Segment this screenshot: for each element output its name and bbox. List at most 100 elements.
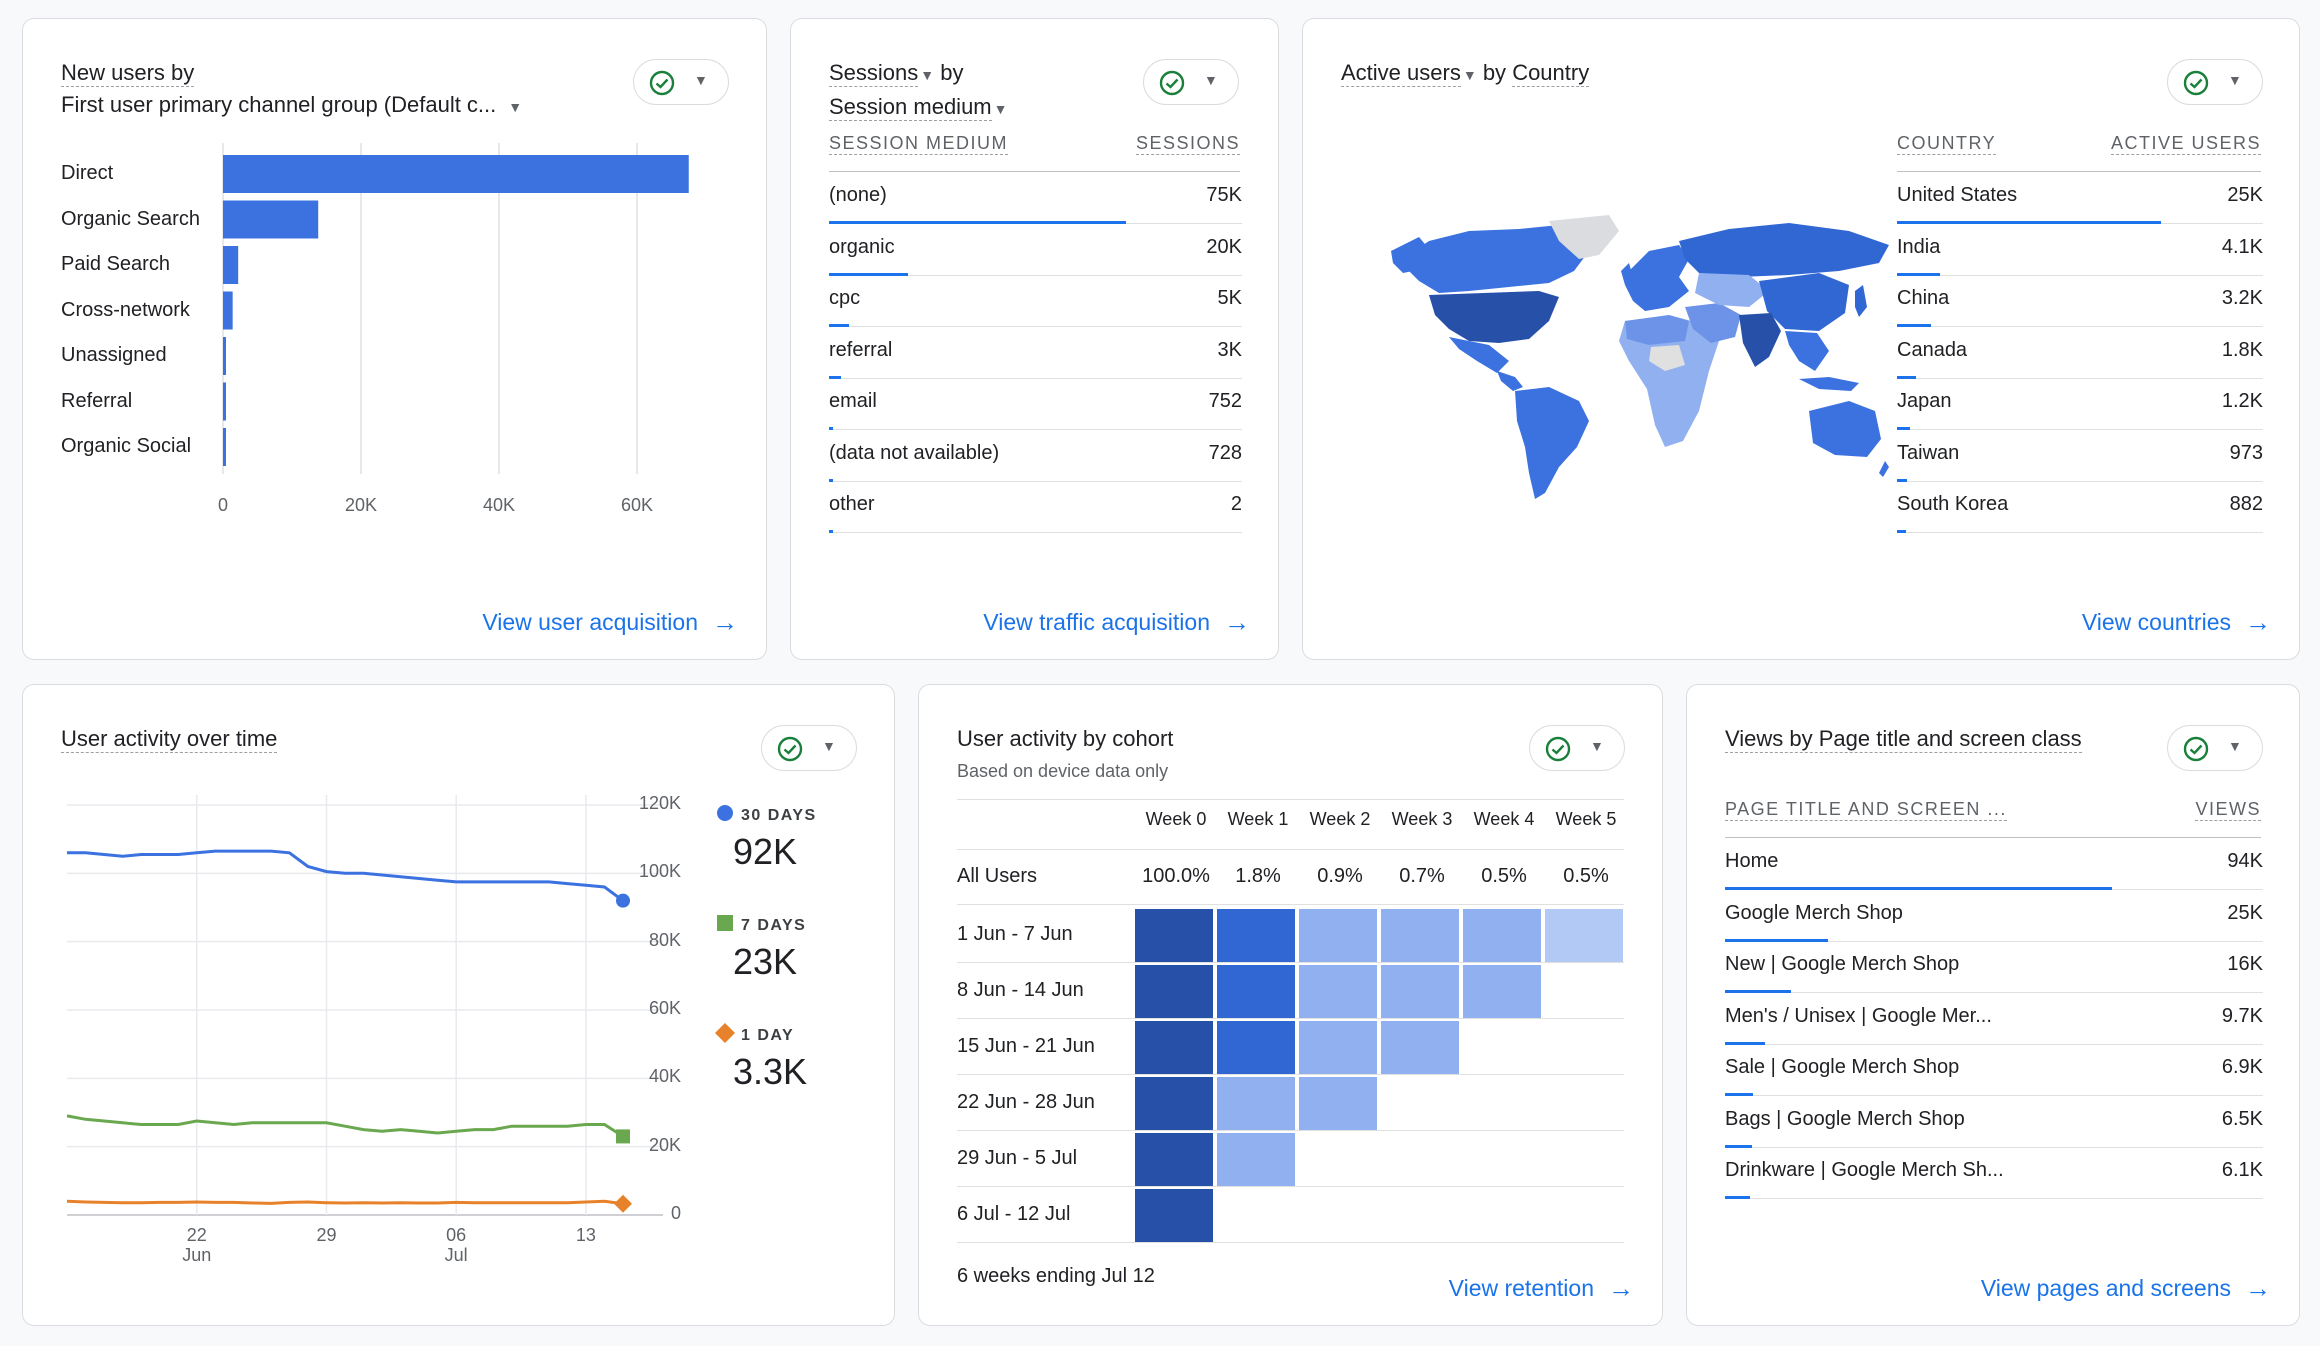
dropdown-caret-icon[interactable]: ▼ — [508, 99, 523, 115]
cohort-cell[interactable] — [1135, 1133, 1213, 1187]
view-traffic-acquisition-link[interactable]: View traffic acquisition → — [983, 607, 1250, 637]
cohort-cell[interactable] — [1135, 965, 1213, 1019]
table-row[interactable]: South Korea 882 — [1897, 482, 2263, 533]
map-south-america[interactable] — [1515, 387, 1589, 499]
map-central-america[interactable] — [1497, 371, 1523, 391]
table-row[interactable]: email 752 — [829, 379, 1242, 430]
table-row[interactable]: referral 3K — [829, 328, 1242, 379]
table-row[interactable]: Taiwan 973 — [1897, 431, 2263, 482]
insight-dropdown[interactable]: ▼ — [1143, 59, 1239, 105]
map-europe[interactable] — [1625, 245, 1689, 311]
bar[interactable] — [223, 291, 233, 330]
table-row[interactable]: Google Merch Shop 25K — [1725, 891, 2263, 942]
map-uk[interactable] — [1621, 263, 1633, 285]
map-russia[interactable] — [1679, 223, 1889, 277]
column-header[interactable]: VIEWS — [2195, 799, 2261, 821]
cohort-cell[interactable] — [1217, 909, 1295, 963]
cohort-cell[interactable] — [1299, 1077, 1377, 1131]
series-line[interactable] — [67, 849, 624, 902]
bar[interactable] — [223, 200, 319, 239]
column-header[interactable]: ACTIVE USERS — [2110, 133, 2261, 155]
cohort-cell[interactable] — [1463, 965, 1541, 1019]
bar[interactable] — [223, 428, 226, 466]
dropdown-caret-icon[interactable]: ▼ — [1462, 67, 1477, 83]
cohort-cell[interactable] — [1135, 1021, 1213, 1075]
cohort-cell[interactable] — [1545, 909, 1623, 963]
world-map[interactable] — [1389, 211, 1889, 501]
map-alaska[interactable] — [1391, 237, 1429, 273]
cohort-cell[interactable] — [1381, 1021, 1459, 1075]
table-row[interactable]: Men's / Unisex | Google Mer... 9.7K — [1725, 994, 2263, 1045]
bar[interactable] — [223, 155, 689, 193]
table-row[interactable]: other 2 — [829, 482, 1242, 533]
cohort-cell[interactable] — [1463, 909, 1541, 963]
cohort-cell[interactable] — [1135, 909, 1213, 963]
dropdown-caret-icon[interactable]: ▼ — [920, 67, 935, 83]
cohort-cell[interactable] — [1217, 1021, 1295, 1075]
map-canada[interactable] — [1399, 225, 1589, 293]
cohort-cell[interactable] — [1381, 965, 1459, 1019]
table-row[interactable]: Japan 1.2K — [1897, 379, 2263, 430]
table-row[interactable]: Drinkware | Google Merch Sh... 6.1K — [1725, 1148, 2263, 1199]
column-header[interactable]: COUNTRY — [1897, 133, 1997, 155]
series-end-point[interactable] — [614, 1194, 632, 1213]
card-title[interactable]: User activity over time — [61, 726, 278, 753]
map-africa[interactable] — [1619, 315, 1719, 447]
table-row[interactable]: Home 94K — [1725, 839, 2263, 890]
cohort-cell[interactable] — [1217, 1077, 1295, 1131]
map-mexico[interactable] — [1449, 337, 1509, 373]
map-southeast-asia[interactable] — [1785, 331, 1829, 371]
table-row[interactable]: Sale | Google Merch Shop 6.9K — [1725, 1045, 2263, 1096]
insight-dropdown[interactable]: ▼ — [2167, 725, 2263, 771]
map-africa-grey[interactable] — [1649, 345, 1685, 371]
table-row[interactable]: Bags | Google Merch Shop 6.5K — [1725, 1097, 2263, 1148]
bar[interactable] — [223, 382, 226, 421]
map-australia[interactable] — [1809, 401, 1881, 457]
table-row[interactable]: India 4.1K — [1897, 225, 2263, 276]
column-header[interactable]: SESSIONS — [1135, 133, 1240, 155]
series-line[interactable] — [66, 1199, 624, 1206]
table-row[interactable]: (data not available) 728 — [829, 431, 1242, 482]
table-row[interactable]: China 3.2K — [1897, 276, 2263, 327]
insight-dropdown[interactable]: ▼ — [761, 725, 857, 771]
map-china[interactable] — [1759, 273, 1849, 331]
insight-dropdown[interactable]: ▼ — [1529, 725, 1625, 771]
insight-dropdown[interactable]: ▼ — [633, 59, 729, 105]
map-india[interactable] — [1739, 313, 1781, 367]
map-middle-east[interactable] — [1685, 303, 1741, 343]
card-title[interactable]: Sessions ▼ by Session medium ▼ — [829, 60, 1008, 121]
view-pages-and-screens-link[interactable]: View pages and screens → — [1980, 1273, 2271, 1303]
series-end-point[interactable] — [616, 1129, 630, 1144]
cohort-cell[interactable] — [1217, 965, 1295, 1019]
map-central-asia[interactable] — [1695, 273, 1769, 307]
table-row[interactable]: United States 25K — [1897, 173, 2263, 224]
cohort-cell[interactable] — [1299, 909, 1377, 963]
map-indonesia[interactable] — [1799, 377, 1859, 391]
bar[interactable] — [223, 337, 226, 375]
series-line[interactable] — [66, 1114, 624, 1138]
cohort-cell[interactable] — [1135, 1077, 1213, 1131]
map-new-zealand[interactable] — [1879, 461, 1889, 477]
cohort-cell[interactable] — [1381, 909, 1459, 963]
map-greenland[interactable] — [1549, 215, 1619, 259]
cohort-cell[interactable] — [1217, 1133, 1295, 1187]
column-header[interactable]: PAGE TITLE AND SCREEN ... — [1725, 799, 2007, 821]
map-africa-north[interactable] — [1625, 315, 1689, 345]
card-title[interactable]: New users by First user primary channel … — [61, 60, 523, 117]
view-countries-link[interactable]: View countries → — [2081, 607, 2271, 637]
cohort-cell[interactable] — [1135, 1189, 1213, 1243]
insight-dropdown[interactable]: ▼ — [2167, 59, 2263, 105]
view-retention-link[interactable]: View retention → — [1448, 1273, 1634, 1303]
map-usa[interactable] — [1429, 291, 1559, 343]
card-title[interactable]: Active users ▼ by Country — [1341, 60, 1590, 87]
card-title[interactable]: Views by Page title and screen class — [1725, 726, 2082, 753]
table-row[interactable]: organic 20K — [829, 225, 1242, 276]
dropdown-caret-icon[interactable]: ▼ — [993, 101, 1008, 117]
bar[interactable] — [223, 246, 239, 284]
table-row[interactable]: (none) 75K — [829, 173, 1242, 224]
view-user-acquisition-link[interactable]: View user acquisition → — [482, 607, 738, 637]
cohort-cell[interactable] — [1299, 965, 1377, 1019]
table-row[interactable]: Canada 1.8K — [1897, 328, 2263, 379]
column-header[interactable]: SESSION MEDIUM — [829, 133, 1009, 155]
cohort-cell[interactable] — [1299, 1021, 1377, 1075]
